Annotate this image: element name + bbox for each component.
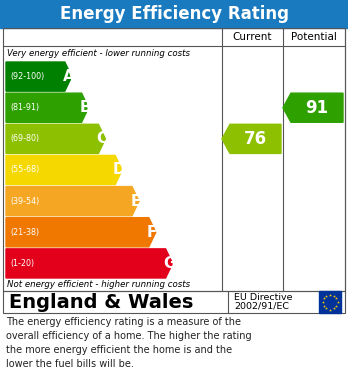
Text: B: B bbox=[79, 100, 91, 115]
Text: Not energy efficient - higher running costs: Not energy efficient - higher running co… bbox=[7, 280, 190, 289]
Bar bbox=[3, 28, 345, 291]
Polygon shape bbox=[6, 93, 89, 122]
Polygon shape bbox=[6, 249, 173, 278]
Text: Energy Efficiency Rating: Energy Efficiency Rating bbox=[60, 5, 288, 23]
Text: 76: 76 bbox=[244, 130, 267, 148]
Text: (39-54): (39-54) bbox=[10, 197, 39, 206]
Bar bbox=[3, 291, 345, 313]
Text: (69-80): (69-80) bbox=[10, 135, 39, 143]
Text: (81-91): (81-91) bbox=[10, 103, 39, 112]
Text: England & Wales: England & Wales bbox=[9, 292, 193, 312]
Polygon shape bbox=[6, 187, 139, 216]
Text: C: C bbox=[96, 131, 108, 146]
Text: D: D bbox=[112, 163, 125, 178]
Text: The energy efficiency rating is a measure of the
overall efficiency of a home. T: The energy efficiency rating is a measur… bbox=[6, 317, 252, 369]
Polygon shape bbox=[6, 62, 72, 91]
Text: Current: Current bbox=[233, 32, 272, 42]
Text: EU Directive: EU Directive bbox=[234, 294, 293, 303]
Text: 91: 91 bbox=[306, 99, 329, 117]
Polygon shape bbox=[6, 218, 156, 247]
Text: (21-38): (21-38) bbox=[10, 228, 39, 237]
Text: Potential: Potential bbox=[291, 32, 337, 42]
Polygon shape bbox=[222, 124, 281, 153]
Polygon shape bbox=[6, 124, 105, 153]
Polygon shape bbox=[6, 156, 122, 185]
Bar bbox=[0, 0, 348, 28]
Text: A: A bbox=[62, 69, 74, 84]
Polygon shape bbox=[283, 93, 343, 122]
Text: (92-100): (92-100) bbox=[10, 72, 44, 81]
Bar bbox=[319, 291, 341, 313]
Text: E: E bbox=[130, 194, 141, 209]
Text: (55-68): (55-68) bbox=[10, 165, 39, 174]
Text: F: F bbox=[147, 225, 158, 240]
Text: G: G bbox=[163, 256, 175, 271]
Text: 2002/91/EC: 2002/91/EC bbox=[234, 301, 289, 310]
Text: (1-20): (1-20) bbox=[10, 259, 34, 268]
Text: Very energy efficient - lower running costs: Very energy efficient - lower running co… bbox=[7, 48, 190, 57]
